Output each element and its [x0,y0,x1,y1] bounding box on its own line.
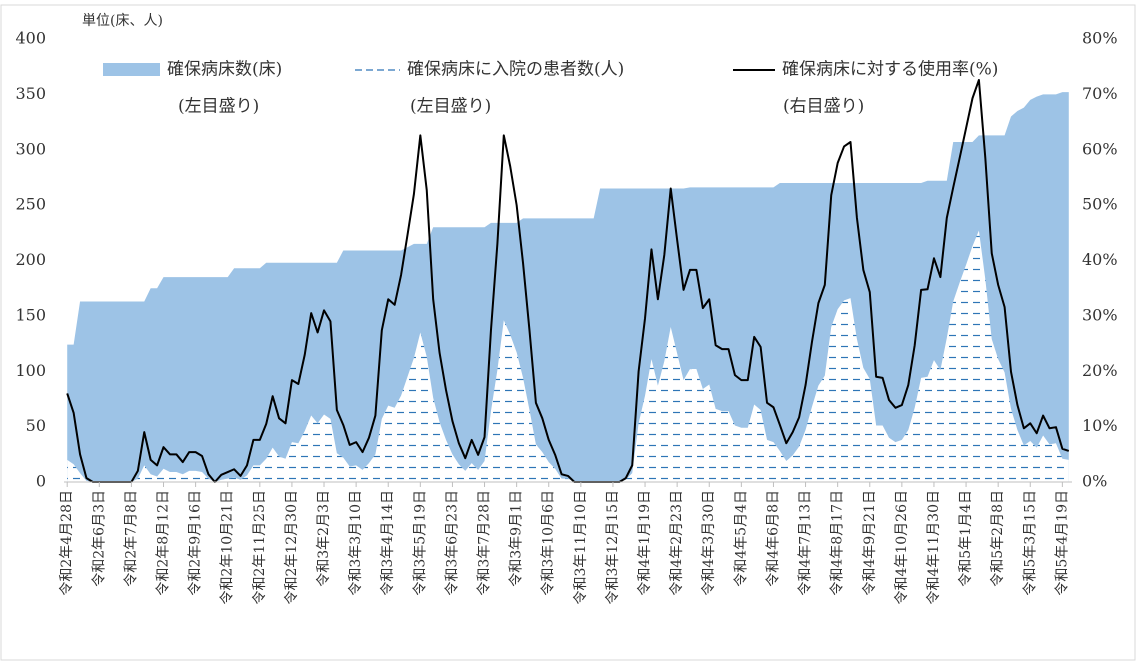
y-tick-label: 0 [36,472,46,491]
y2-tick-label: 0% [1082,472,1107,491]
x-tick-label: 令和4年11月30日 [926,490,942,605]
x-tick-label: 令和4年1月19日 [637,490,653,596]
x-tick-label: 令和3年5月19日 [412,490,428,596]
x-tick-label: 令和3年4月14日 [380,490,396,596]
x-tick-label: 令和4年3月30日 [701,490,717,596]
y2-tick-label: 80% [1082,29,1118,48]
y-tick-label: 100 [15,361,46,380]
y2-tick-label: 60% [1082,139,1118,158]
x-tick-label: 令和5年4月19日 [1054,490,1070,596]
x-tick-label: 令和4年7月13日 [798,490,814,596]
x-tick-label: 令和3年6月23日 [444,490,460,596]
x-tick-label: 令和3年10月6日 [541,490,557,596]
x-tick-label: 令和4年8月17日 [830,490,846,596]
area [67,230,1069,482]
x-tick-label: 令和3年2月3日 [316,490,332,587]
x-tick-label: 令和2年7月8日 [123,490,139,587]
x-tick-label: 令和3年3月10日 [348,490,364,596]
area [67,92,1069,482]
x-tick-label: 令和2年4月28日 [59,490,75,596]
x-tick-label: 令和4年6月8日 [765,490,781,587]
y2-tick-label: 70% [1082,84,1118,103]
x-tick-label: 令和2年9月16日 [188,490,204,596]
y-tick-label: 350 [15,84,46,103]
x-tick-label: 令和5年2月8日 [990,490,1006,587]
x-tick-label: 令和3年12月15日 [605,490,621,605]
x-tick-label: 令和4年5月4日 [733,490,749,587]
y-tick-label: 250 [15,195,46,214]
x-tick-label: 令和3年9月1日 [509,490,525,587]
y2-tick-label: 20% [1082,361,1118,380]
legend-swatch [103,63,160,76]
y-tick-label: 150 [15,305,46,324]
y2-tick-label: 50% [1082,195,1118,214]
x-tick-label: 令和3年7月28日 [477,490,493,596]
legend-note: (右目盛り) [783,97,864,117]
x-tick-label: 令和2年11月25日 [252,490,268,605]
y2-tick-label: 40% [1082,250,1118,269]
legend-note: (左目盛り) [178,97,259,117]
y2-tick-label: 30% [1082,305,1118,324]
legend-label: 確保病床に対する使用率(%) [782,59,998,80]
x-tick-label: 令和2年10月21日 [220,490,236,605]
legend-label: 確保病床に入院の患者数(人) [407,60,624,80]
x-tick-label: 令和4年2月23日 [669,490,685,596]
x-tick-label: 令和5年3月15日 [1022,490,1038,596]
y-tick-label: 200 [15,250,46,269]
legend-note: (左目盛り) [410,97,491,117]
y-tick-label: 400 [15,29,46,48]
y-tick-label: 300 [15,139,46,158]
x-tick-label: 令和2年12月30日 [284,490,300,605]
x-tick-label: 令和2年8月12日 [156,490,172,596]
y-tick-label: 50 [26,416,46,435]
y2-tick-label: 10% [1082,416,1118,435]
x-tick-label: 令和3年11月10日 [573,490,589,605]
legend-label: 確保病床数(床) [167,60,282,80]
x-tick-label: 令和5年1月4日 [958,490,974,587]
x-tick-label: 令和2年6月3日 [91,490,107,587]
x-tick-label: 令和4年9月21日 [862,490,878,596]
line [66,78,1070,483]
x-tick-label: 令和4年10月26日 [894,490,910,605]
unit-label: 単位(床、人) [82,13,163,29]
